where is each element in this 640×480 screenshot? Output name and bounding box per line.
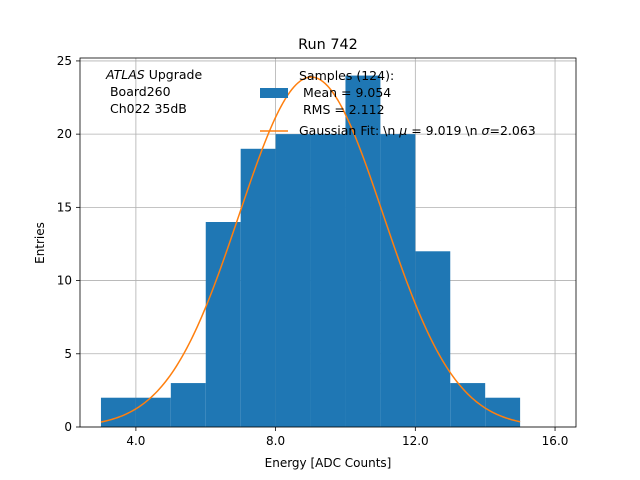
legend: Samples (124): Mean = 9.054 RMS = 2.112 … xyxy=(260,68,536,138)
x-tick-label-3: 16.0 xyxy=(542,434,569,448)
x-tick-label-0: 4.0 xyxy=(126,434,145,448)
hist-bar-6 xyxy=(310,134,346,427)
hist-bar-4 xyxy=(240,148,276,428)
legend-fit-part-3: σ xyxy=(482,123,491,138)
hist-bar-10 xyxy=(450,383,486,427)
y-tick-label-0: 0 xyxy=(64,420,72,434)
legend-fit-label: Gaussian Fit: \n μ = 9.019 \n σ=2.063 xyxy=(299,123,536,138)
hist-bar-7 xyxy=(345,75,381,428)
hist-bar-1 xyxy=(135,397,171,427)
x-tick-label-2: 12.0 xyxy=(402,434,429,448)
legend-hist-line-2: Mean = 9.054 xyxy=(299,85,391,100)
y-tick-label-5: 25 xyxy=(57,54,72,68)
legend-fit-part-4: =2.063 xyxy=(489,123,535,138)
hist-bar-9 xyxy=(415,251,451,427)
x-tick-label-1: 8.0 xyxy=(266,434,285,448)
legend-hist-swatch xyxy=(260,88,288,98)
atlas-upgrade: Upgrade xyxy=(145,67,203,82)
y-tick-label-2: 10 xyxy=(57,274,72,288)
legend-hist-line-1: Samples (124): xyxy=(299,68,394,83)
y-tick-label-4: 20 xyxy=(57,127,72,141)
plot-frame xyxy=(79,57,577,428)
hist-bar-2 xyxy=(170,383,206,427)
x-axis-label: Energy [ADC Counts] xyxy=(265,456,392,470)
y-tick-label-3: 15 xyxy=(57,200,72,214)
annotation-line-1: ATLAS Upgrade xyxy=(105,67,202,82)
atlas-annotation: ATLAS Upgrade Board260 Ch022 35dB xyxy=(105,67,202,116)
y-axis-label: Entries xyxy=(33,222,47,264)
legend-hist-line-3: RMS = 2.112 xyxy=(299,102,385,117)
hist-bar-5 xyxy=(275,134,311,427)
hist-bar-3 xyxy=(205,222,241,427)
annotation-line-3: Ch022 35dB xyxy=(106,101,187,116)
gaussian-fit-curve xyxy=(100,76,521,423)
x-axis-ticks: 4.0 8.0 12.0 16.0 xyxy=(126,427,568,448)
y-axis-ticks: 0 5 10 15 20 25 xyxy=(57,54,80,434)
annotation-line-2: Board260 xyxy=(106,84,171,99)
hist-bar-8 xyxy=(380,134,416,427)
y-tick-label-1: 5 xyxy=(64,347,72,361)
legend-fit-part-0: Gaussian Fit: \n xyxy=(299,123,399,138)
legend-fit-part-2: = 9.019 \n xyxy=(407,123,481,138)
hist-bar-11 xyxy=(485,397,521,427)
atlas-italic: ATLAS xyxy=(105,67,145,82)
chart-title: Run 742 xyxy=(298,37,358,53)
legend-fit-part-1: μ xyxy=(398,123,407,138)
